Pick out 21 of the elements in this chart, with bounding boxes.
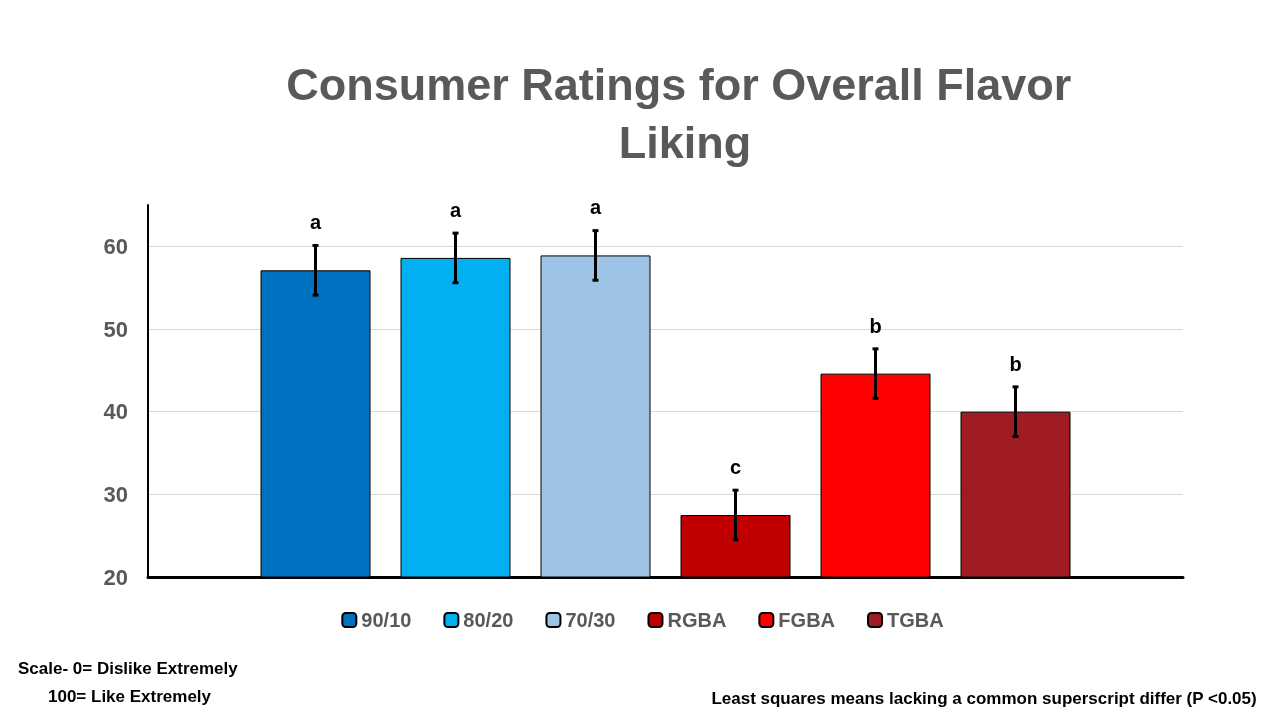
text: Scale- 0= Dislike Extremely — [18, 659, 239, 678]
legend-label: RGBA — [667, 609, 727, 631]
legend-label: 70/30 — [565, 609, 616, 631]
data-label: b — [1009, 352, 1022, 375]
text: 100= Like Extremely — [48, 687, 212, 706]
legend-label: 90/10 — [361, 609, 412, 631]
y-tick-label: 40 — [103, 399, 128, 425]
legend-label: 80/20 — [463, 609, 514, 631]
y-tick-label: 60 — [103, 233, 128, 259]
y-tick-label: 50 — [103, 316, 128, 342]
data-label: b — [869, 314, 882, 337]
data-label: a — [309, 211, 322, 234]
data-label: c — [729, 456, 742, 478]
y-tick-label: 20 — [103, 564, 128, 590]
y-tick-label: 30 — [103, 481, 128, 507]
data-label: a — [449, 198, 462, 221]
text: Least squares means lacking a common superscript differ (P <0.05) — [711, 689, 1257, 708]
data-label: a — [589, 196, 602, 219]
chart-title: Consumer Ratings for Overall Flavor Liking — [286, 58, 1084, 168]
legend-label: TGBA — [887, 609, 944, 631]
legend-label: FGBA — [778, 609, 836, 631]
